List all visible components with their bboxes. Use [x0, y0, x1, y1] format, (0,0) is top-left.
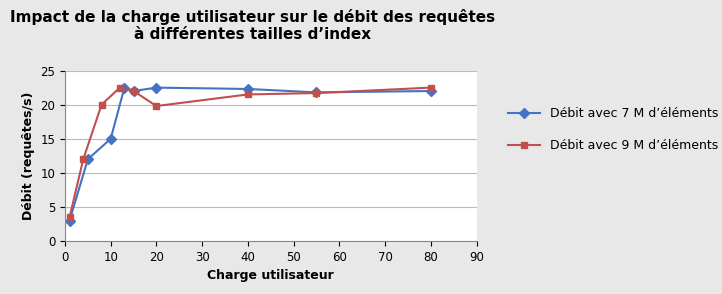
- Text: Impact de la charge utilisateur sur le débit des requêtes
à différentes tailles : Impact de la charge utilisateur sur le d…: [10, 9, 495, 42]
- Legend: Débit avec 7 M d’éléments, Débit avec 9 M d’éléments: Débit avec 7 M d’éléments, Débit avec 9 …: [503, 102, 722, 157]
- Débit avec 9 M d’éléments: [312, 91, 321, 95]
- Débit avec 9 M d’éléments: [243, 93, 252, 96]
- Line: Débit avec 7 M d’éléments: Débit avec 7 M d’éléments: [66, 84, 434, 224]
- Débit avec 9 M d’éléments: [129, 89, 138, 93]
- Débit avec 9 M d’éléments: [79, 158, 87, 161]
- Débit avec 7 M d’éléments: [106, 137, 115, 141]
- Line: Débit avec 9 M d’éléments: Débit avec 9 M d’éléments: [66, 84, 434, 221]
- Débit avec 9 M d’éléments: [152, 104, 161, 108]
- Débit avec 7 M d’éléments: [120, 86, 129, 89]
- Débit avec 7 M d’éléments: [243, 87, 252, 91]
- Débit avec 7 M d’éléments: [65, 219, 74, 222]
- Débit avec 7 M d’éléments: [129, 89, 138, 93]
- Débit avec 9 M d’éléments: [65, 216, 74, 219]
- X-axis label: Charge utilisateur: Charge utilisateur: [207, 269, 334, 282]
- Débit avec 7 M d’éléments: [427, 89, 435, 93]
- Débit avec 9 M d’éléments: [427, 86, 435, 89]
- Débit avec 7 M d’éléments: [152, 86, 161, 89]
- Débit avec 7 M d’éléments: [312, 91, 321, 94]
- Débit avec 9 M d’éléments: [116, 86, 124, 89]
- Y-axis label: Débit (requêtes/s): Débit (requêtes/s): [22, 92, 35, 220]
- Débit avec 9 M d’éléments: [97, 103, 106, 106]
- Débit avec 7 M d’éléments: [84, 158, 92, 161]
